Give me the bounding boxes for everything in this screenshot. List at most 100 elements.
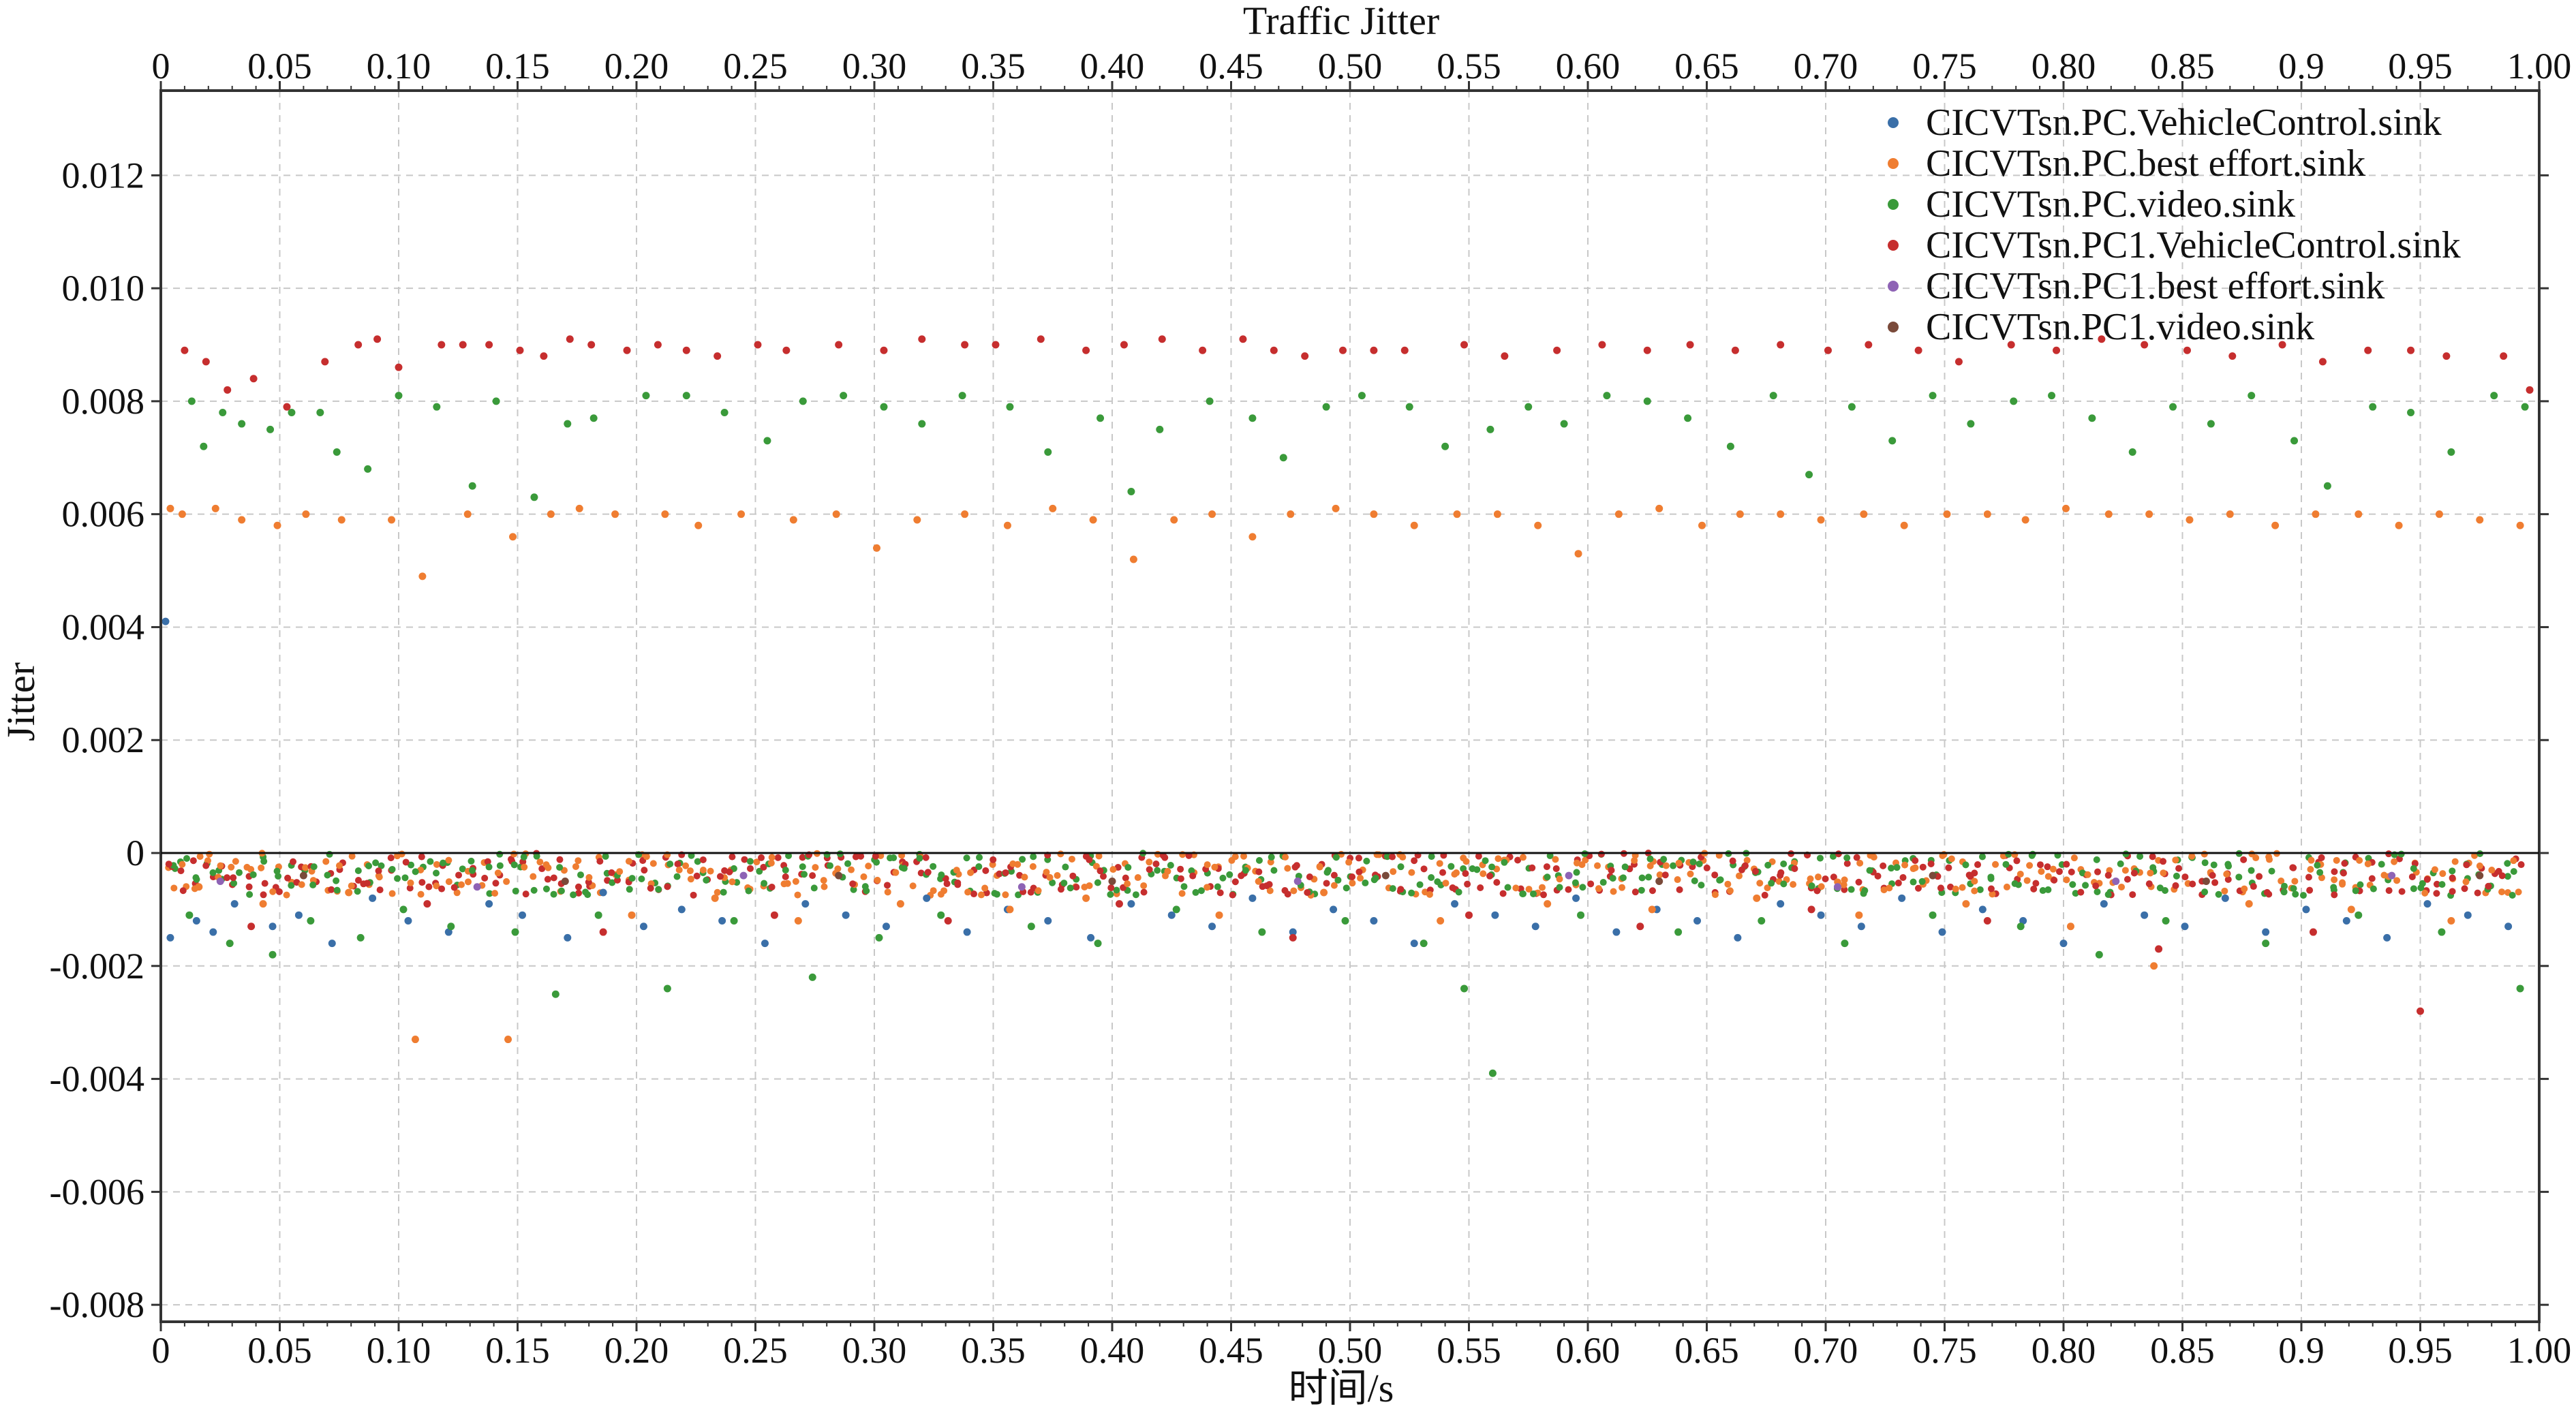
data-point — [438, 341, 446, 349]
cluster-point — [1847, 886, 1855, 893]
data-point — [418, 572, 427, 580]
cluster-point — [1829, 852, 1837, 860]
data-point — [2007, 341, 2015, 349]
data-point — [1215, 911, 1223, 919]
data-point — [1544, 900, 1552, 908]
x-tick-label: 0.10 — [367, 46, 431, 87]
cluster-point — [1874, 872, 1882, 880]
data-point — [1524, 403, 1533, 411]
data-point — [1027, 922, 1035, 931]
cluster-point — [438, 885, 446, 893]
data-point — [1817, 516, 1825, 524]
data-point — [404, 916, 412, 925]
cluster-point — [746, 858, 754, 865]
cluster-point — [1978, 853, 1986, 860]
cluster-point — [1178, 890, 1186, 897]
data-point — [1289, 928, 1297, 936]
cluster-point — [1621, 863, 1629, 871]
cluster-point — [809, 872, 816, 880]
data-point — [1037, 335, 1045, 343]
cluster-point — [1840, 881, 1847, 888]
cluster-point — [1486, 872, 1494, 880]
y-tick-label: -0.002 — [50, 946, 144, 987]
cluster-point — [1631, 888, 1639, 896]
cluster-point — [2289, 864, 2297, 871]
data-point — [1486, 425, 1494, 433]
cluster-point — [1493, 879, 1501, 886]
cluster-point — [365, 862, 373, 869]
cluster-point — [1447, 863, 1455, 870]
data-point — [1572, 894, 1580, 902]
cluster-point — [1462, 870, 1469, 878]
data-point — [2347, 905, 2355, 914]
cluster-point — [720, 888, 727, 896]
data-point — [1370, 346, 1378, 354]
cluster-point — [1113, 886, 1120, 894]
cluster-point — [577, 871, 585, 879]
data-point — [511, 928, 519, 936]
cluster-point — [849, 880, 857, 888]
cluster-point — [2063, 876, 2070, 884]
data-point — [840, 392, 848, 400]
cluster-point — [991, 890, 998, 897]
cluster-point — [2307, 866, 2314, 873]
cluster-point — [1021, 873, 1028, 881]
data-point — [599, 888, 607, 897]
cluster-point — [269, 888, 277, 895]
cluster-point — [2149, 864, 2157, 871]
cluster-point — [1529, 890, 1537, 897]
cluster-point — [2517, 861, 2525, 869]
cluster-point — [975, 863, 983, 870]
cluster-point — [977, 891, 985, 899]
cluster-point — [2291, 878, 2299, 885]
cluster-point — [1442, 880, 1450, 887]
cluster-point — [810, 884, 818, 892]
cluster-point — [183, 855, 190, 863]
cluster-point — [821, 883, 828, 890]
cluster-point — [388, 890, 396, 897]
data-point — [794, 916, 802, 925]
data-point — [1270, 346, 1278, 354]
cluster-point — [458, 881, 465, 888]
data-point — [181, 346, 189, 354]
data-point — [682, 392, 690, 400]
cluster-point — [1962, 861, 1969, 869]
cluster-point — [275, 888, 283, 895]
cluster-point — [2331, 891, 2338, 899]
cluster-point — [1343, 884, 1350, 892]
cluster-point — [2011, 880, 2019, 887]
cluster-point — [694, 858, 701, 865]
cluster-point — [2438, 881, 2446, 888]
cluster-point — [981, 884, 989, 892]
cluster-point — [2266, 856, 2273, 863]
cluster-point — [1069, 872, 1077, 880]
cluster-point — [408, 861, 415, 869]
data-point — [1684, 414, 1692, 422]
cluster-point — [1416, 881, 1424, 888]
cluster-point — [1843, 860, 1851, 867]
cluster-point — [284, 874, 292, 882]
data-point — [1954, 358, 1963, 366]
data-point — [1400, 346, 1409, 354]
cluster-point — [407, 879, 414, 886]
cluster-point — [1460, 854, 1467, 862]
data-point — [2395, 521, 2403, 529]
data-point — [238, 516, 246, 524]
cluster-point — [924, 869, 932, 876]
cluster-point — [418, 853, 425, 860]
cluster-point — [2201, 859, 2209, 867]
cluster-point — [2210, 861, 2218, 869]
data-point — [2226, 510, 2234, 518]
data-point — [835, 871, 843, 880]
cluster-point — [2292, 890, 2299, 898]
cluster-point — [2172, 882, 2179, 889]
data-point — [333, 448, 341, 456]
cluster-point — [450, 884, 458, 891]
cluster-point — [794, 891, 801, 899]
cluster-point — [1282, 854, 1289, 861]
data-point — [2442, 352, 2451, 360]
data-point — [1643, 346, 1651, 354]
data-point — [2061, 504, 2070, 512]
data-point — [799, 397, 807, 405]
data-point — [166, 933, 174, 942]
